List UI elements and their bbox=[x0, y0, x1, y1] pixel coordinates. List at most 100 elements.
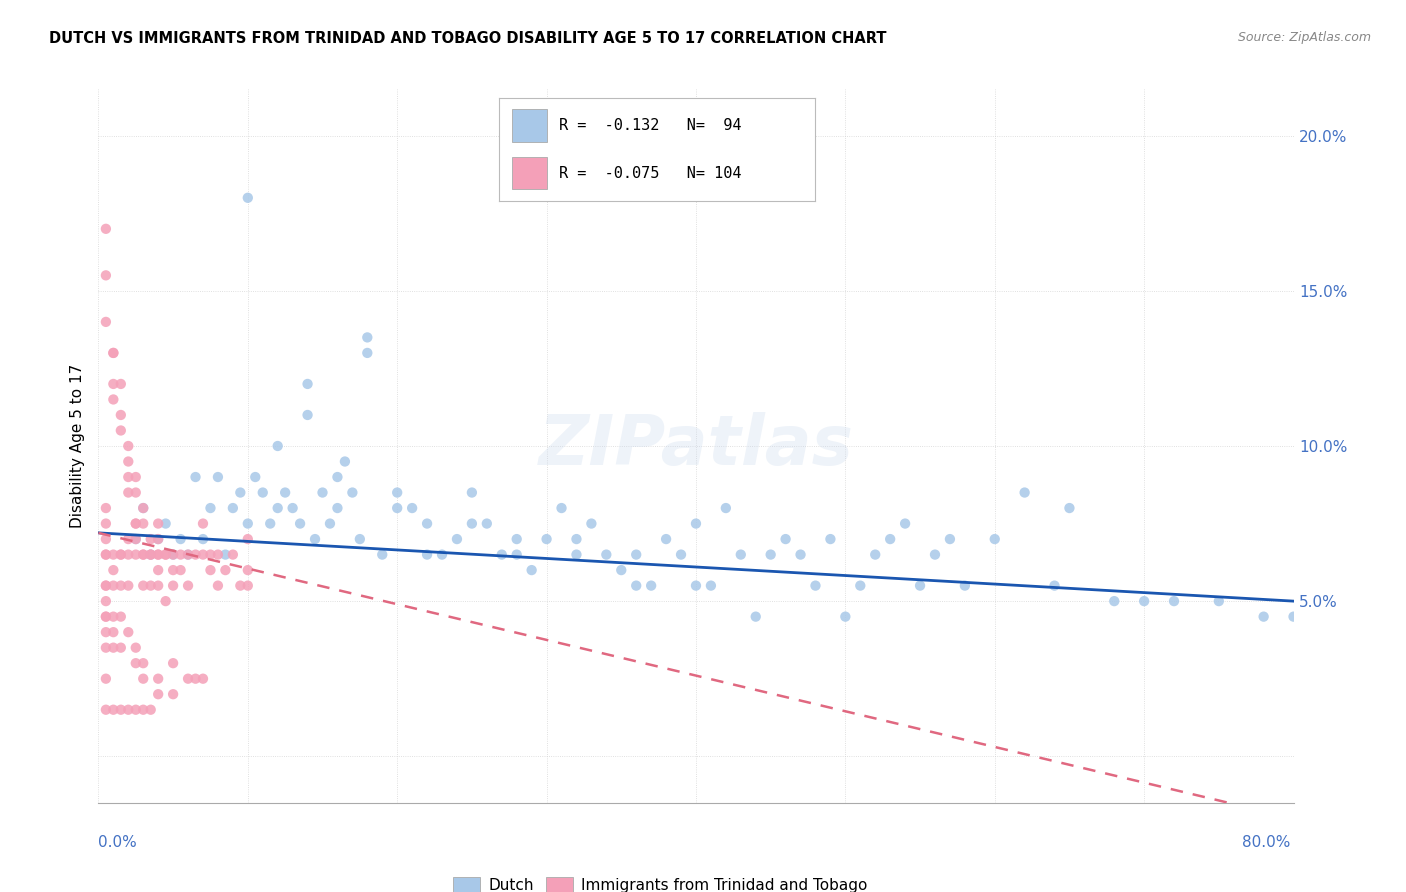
Text: ZIPatlas: ZIPatlas bbox=[538, 412, 853, 480]
Point bbox=[117, 532, 139, 546]
Point bbox=[685, 516, 707, 531]
Point bbox=[191, 548, 214, 562]
Point bbox=[117, 485, 139, 500]
Point bbox=[939, 532, 962, 546]
Point bbox=[595, 548, 617, 562]
Point bbox=[155, 548, 177, 562]
Point bbox=[148, 672, 170, 686]
Point bbox=[924, 548, 946, 562]
Point bbox=[125, 516, 148, 531]
Point bbox=[416, 548, 439, 562]
Point bbox=[236, 563, 259, 577]
Point bbox=[103, 579, 125, 593]
Point bbox=[162, 656, 184, 670]
Point bbox=[94, 609, 117, 624]
Point bbox=[125, 640, 148, 655]
Point bbox=[94, 548, 117, 562]
Point bbox=[155, 548, 177, 562]
Point bbox=[191, 516, 214, 531]
Point bbox=[94, 672, 117, 686]
Point bbox=[506, 548, 529, 562]
Point bbox=[148, 687, 170, 701]
Bar bbox=[512, 110, 547, 142]
Point bbox=[274, 485, 297, 500]
Point bbox=[110, 424, 132, 438]
Point bbox=[626, 548, 648, 562]
Point bbox=[745, 609, 768, 624]
Point bbox=[319, 516, 342, 531]
Point bbox=[520, 563, 543, 577]
Point bbox=[117, 454, 139, 468]
Point bbox=[229, 485, 252, 500]
Point bbox=[177, 579, 200, 593]
Point bbox=[581, 516, 603, 531]
Point bbox=[191, 532, 214, 546]
Point bbox=[714, 501, 737, 516]
Point bbox=[125, 548, 148, 562]
Point bbox=[759, 548, 782, 562]
Point bbox=[984, 532, 1007, 546]
Point bbox=[155, 516, 177, 531]
Point bbox=[640, 579, 662, 593]
Point bbox=[200, 501, 222, 516]
Point bbox=[1133, 594, 1156, 608]
Point bbox=[245, 470, 267, 484]
Point bbox=[267, 439, 290, 453]
Point bbox=[162, 579, 184, 593]
Point bbox=[148, 516, 170, 531]
Point bbox=[333, 454, 356, 468]
Point bbox=[177, 548, 200, 562]
Text: R =  -0.132   N=  94: R = -0.132 N= 94 bbox=[560, 119, 742, 133]
Point bbox=[162, 687, 184, 701]
Point bbox=[117, 470, 139, 484]
Point bbox=[94, 222, 117, 236]
Point bbox=[139, 548, 162, 562]
Text: 0.0%: 0.0% bbox=[98, 836, 138, 850]
Point bbox=[356, 346, 378, 360]
Point bbox=[117, 703, 139, 717]
Point bbox=[430, 548, 453, 562]
Point bbox=[626, 579, 648, 593]
Text: Source: ZipAtlas.com: Source: ZipAtlas.com bbox=[1237, 31, 1371, 45]
Point bbox=[103, 609, 125, 624]
Point bbox=[908, 579, 931, 593]
Point bbox=[1253, 609, 1275, 624]
Point bbox=[184, 470, 207, 484]
Point bbox=[222, 548, 245, 562]
Point bbox=[267, 501, 290, 516]
Point bbox=[103, 346, 125, 360]
Point bbox=[775, 532, 797, 546]
Point bbox=[288, 516, 311, 531]
Point bbox=[804, 579, 827, 593]
Point bbox=[169, 548, 191, 562]
Point bbox=[252, 485, 274, 500]
Point bbox=[1104, 594, 1126, 608]
Point bbox=[148, 548, 170, 562]
Point bbox=[177, 672, 200, 686]
Point bbox=[132, 548, 155, 562]
Point bbox=[110, 609, 132, 624]
Point bbox=[311, 485, 333, 500]
Point bbox=[132, 672, 155, 686]
Point bbox=[259, 516, 281, 531]
Point bbox=[236, 191, 259, 205]
Point bbox=[356, 330, 378, 344]
Point bbox=[148, 532, 170, 546]
Point bbox=[125, 470, 148, 484]
Point bbox=[169, 563, 191, 577]
Bar bbox=[512, 157, 547, 189]
Point bbox=[94, 640, 117, 655]
Point bbox=[169, 532, 191, 546]
Point bbox=[184, 672, 207, 686]
Point bbox=[184, 548, 207, 562]
Point bbox=[610, 563, 633, 577]
Point bbox=[536, 532, 558, 546]
Point bbox=[236, 516, 259, 531]
Point bbox=[162, 548, 184, 562]
Point bbox=[730, 548, 752, 562]
Point bbox=[132, 703, 155, 717]
Point bbox=[550, 501, 572, 516]
Point bbox=[1043, 579, 1066, 593]
Point bbox=[416, 516, 439, 531]
Point bbox=[304, 532, 326, 546]
